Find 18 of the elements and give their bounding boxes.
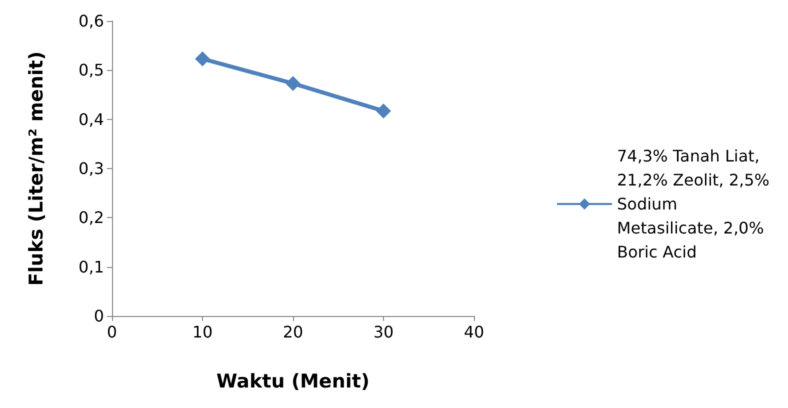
y-tick-label: 0,2 (78, 208, 104, 228)
y-tick-label: 0,3 (78, 159, 104, 178)
x-tick-label: 10 (192, 322, 213, 342)
point (376, 103, 391, 118)
x-axis-title: Waktu (Menit) (216, 370, 370, 392)
x-tick-label: 40 (464, 322, 484, 342)
x-tick-label: 20 (282, 322, 304, 342)
legend-label: 74,3% Tanah Liat, 21,2% Zeolit, 2,5% Sodium Metasilicate, 2,0% Boric Acid (617, 146, 775, 262)
x-tick-label: 0 (106, 322, 118, 342)
y-tick-label: 0,6 (78, 12, 104, 30)
x-tick-label: 30 (373, 322, 394, 342)
y-tick-label: 0,1 (78, 257, 104, 276)
y-tick-label: 0 (94, 306, 104, 326)
point (195, 51, 210, 66)
y-tick-label: 0,4 (78, 110, 104, 129)
point (286, 76, 300, 91)
y-axis-title: Fluks (Liter/m² menit) (26, 51, 48, 286)
y-tick-label: 0,5 (78, 60, 104, 80)
